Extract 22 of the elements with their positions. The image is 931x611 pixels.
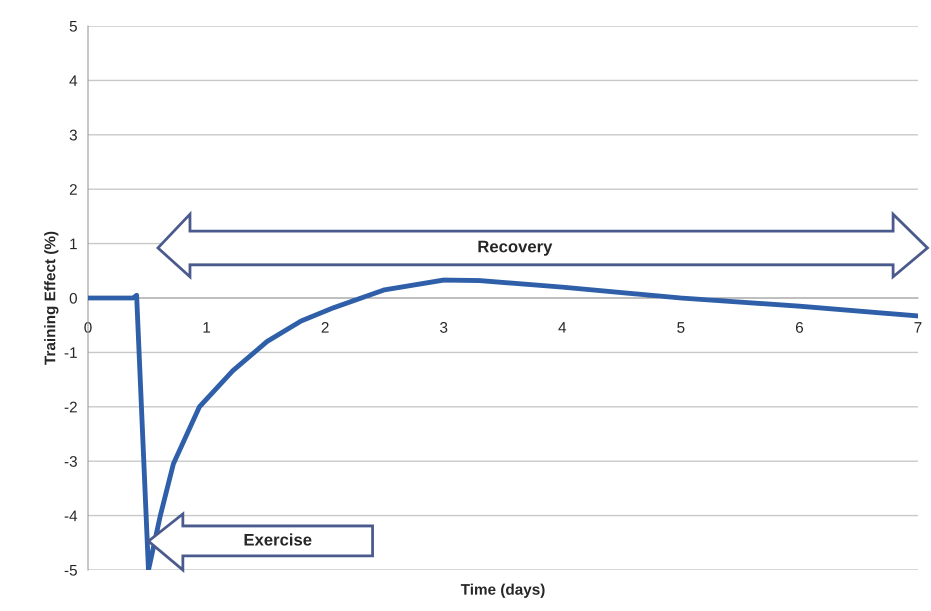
annotation: Exercise (244, 533, 312, 546)
y-tick-label: -1 (64, 347, 77, 358)
y-tick-label: 4 (69, 75, 78, 86)
y-tick-label: 2 (70, 184, 77, 195)
y-tick-label: -4 (64, 510, 78, 522)
y-tick-label: -2 (64, 402, 77, 412)
x-tick-label: 4 (558, 322, 566, 333)
x-tick-label: 5 (677, 322, 684, 333)
y-tick-label: 3 (70, 130, 77, 140)
x-tick-label: 7 (914, 322, 922, 333)
x-tick-label: 1 (203, 322, 210, 333)
y-tick-label: 0 (70, 292, 77, 304)
x-tick-label: 6 (796, 322, 804, 333)
y-tick-label: -3 (64, 456, 77, 467)
y-tick-label: 1 (70, 238, 77, 250)
y-axis-title: Training Effect (%) (44, 232, 58, 365)
x-axis-title: Time (days) (460, 584, 545, 598)
y-tick-label: 5 (70, 21, 77, 32)
y-tick-label: -5 (64, 565, 77, 576)
x-tick-label: 3 (440, 322, 448, 333)
annotation: Recovery (478, 240, 552, 256)
x-tick-label: 2 (322, 322, 329, 333)
